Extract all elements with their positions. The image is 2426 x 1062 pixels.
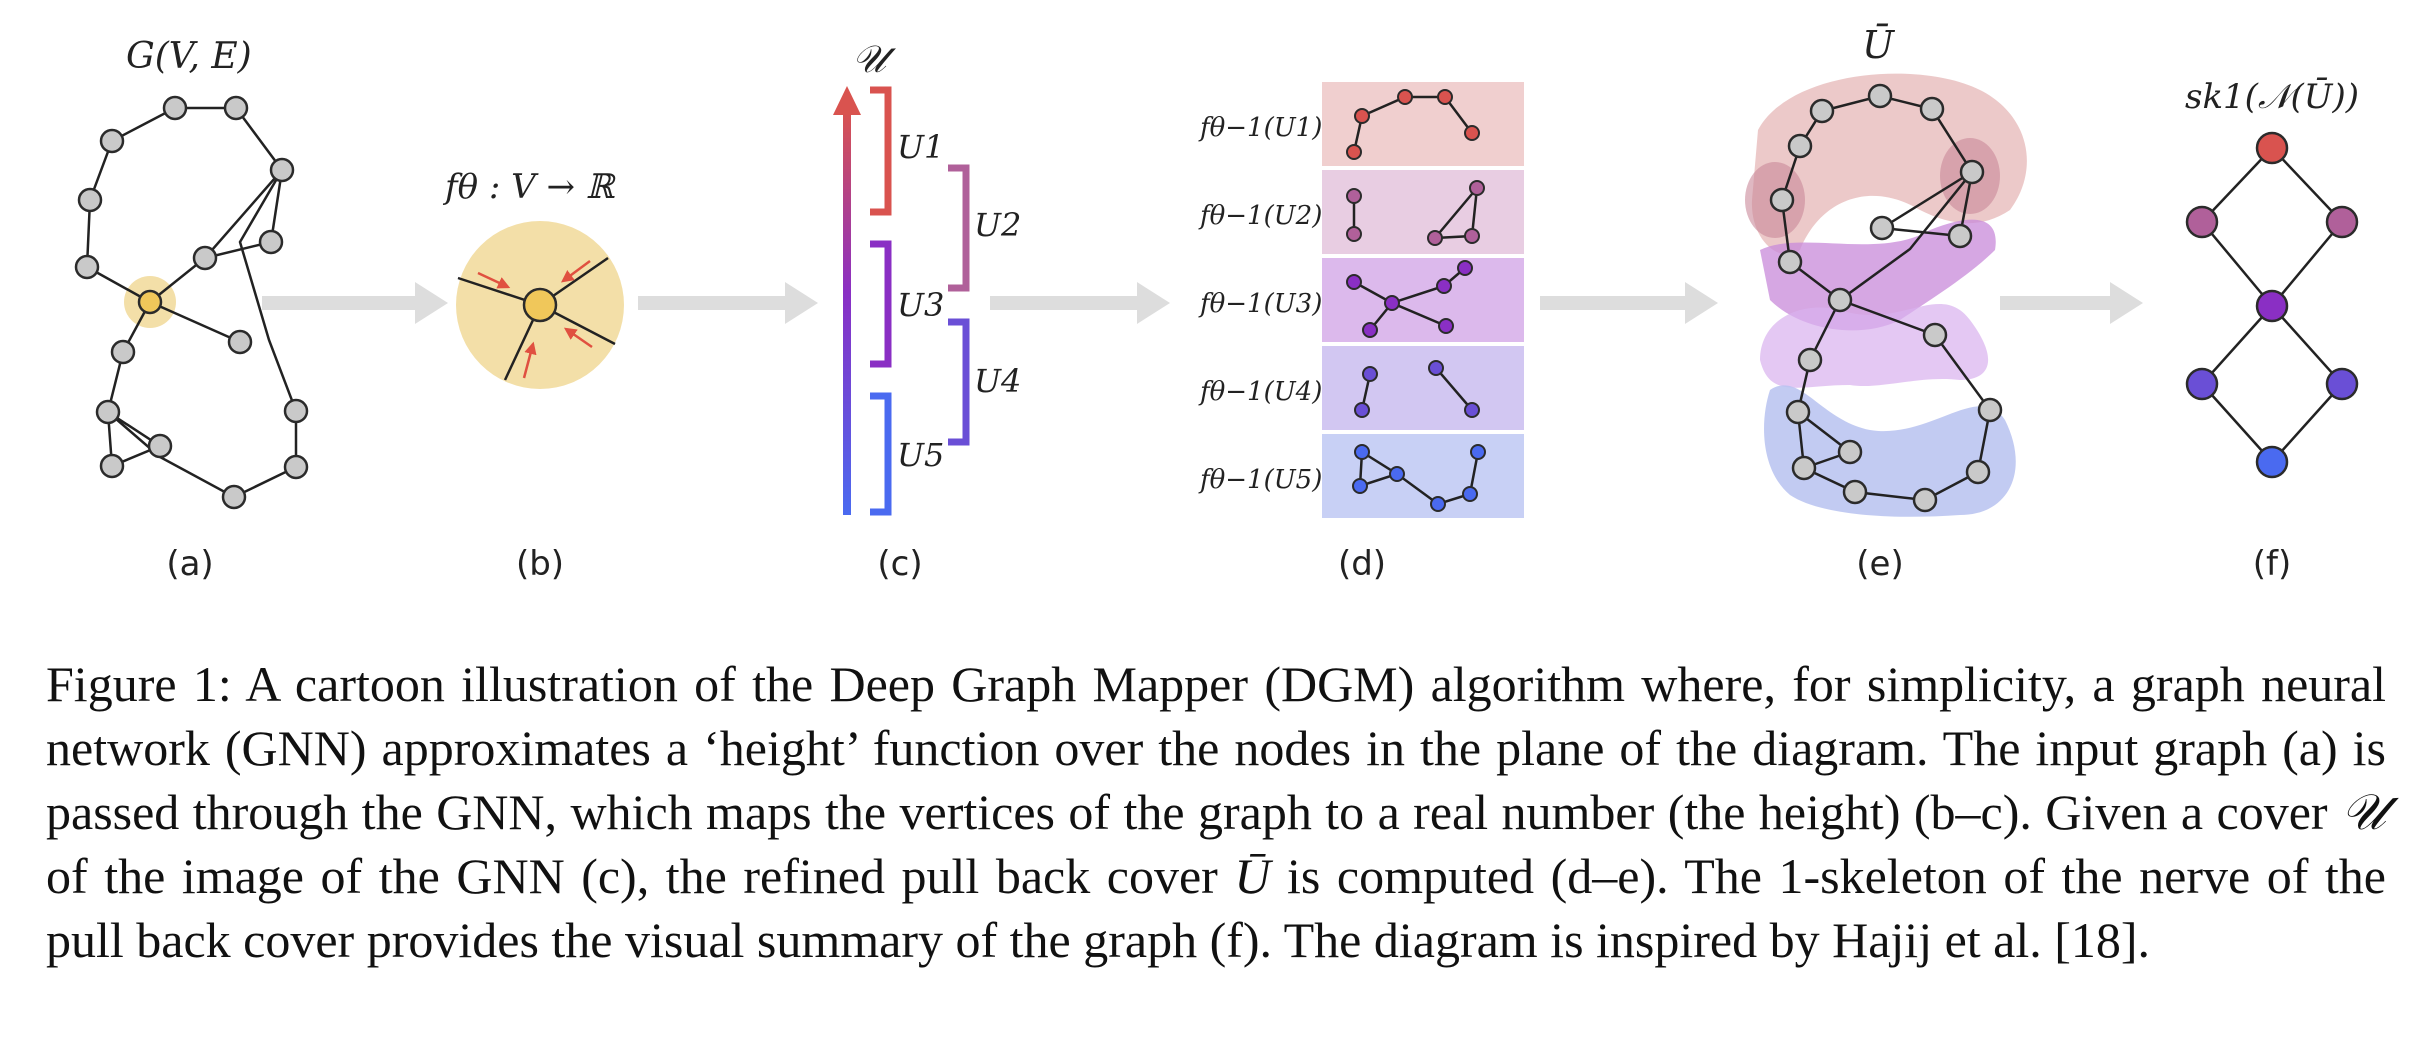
panel-c-cover: 𝒰 U1 U2 U3 U4 U5 (c) xyxy=(833,37,1021,584)
pullback-u5-label: fθ−1(U5) xyxy=(1198,465,1322,495)
graph-node xyxy=(1777,249,1803,275)
interval-u5-label: U5 xyxy=(897,436,944,474)
panel-a-title: G(V, E) xyxy=(126,36,252,77)
graph-node xyxy=(1922,322,1948,348)
graph-node xyxy=(74,254,100,280)
caption-part-2: of the image of the GNN (c), the refined… xyxy=(46,848,1235,904)
graph-node xyxy=(192,245,218,271)
gnn-center-node xyxy=(522,287,558,323)
graph-node xyxy=(95,399,121,425)
graph-node xyxy=(1959,159,1985,185)
graph-node xyxy=(77,187,103,213)
graph-node xyxy=(110,339,136,365)
nerve-node-u1 xyxy=(2255,131,2289,165)
figure: G(V, E) (a xyxy=(74,23,2359,584)
graph-node xyxy=(283,454,309,480)
nerve-node-u2b xyxy=(2325,205,2359,239)
pullback-u4-box xyxy=(1322,346,1524,430)
interval-u4-label: U4 xyxy=(974,362,1021,400)
interval-u2-label: U2 xyxy=(974,206,1021,244)
nerve-node-u4b xyxy=(2325,367,2359,401)
graph-node xyxy=(1791,455,1817,481)
graph-node xyxy=(1809,98,1835,124)
panel-c-label: (c) xyxy=(877,544,922,584)
caption-part-1: Figure 1: A cartoon illustration of the … xyxy=(46,656,2386,840)
graph-e-nodes xyxy=(1769,83,2003,513)
interval-u1-bracket xyxy=(870,86,892,216)
graph-node xyxy=(1769,187,1795,213)
panel-a-graph: G(V, E) (a xyxy=(74,36,309,584)
graph-node xyxy=(1869,215,1895,241)
graph-node xyxy=(147,433,173,459)
graph-node xyxy=(269,157,295,183)
graph-node xyxy=(258,229,284,255)
graph-node xyxy=(1912,487,1938,513)
nerve-node-u2a xyxy=(2185,205,2219,239)
graph-node xyxy=(1977,397,2003,423)
graph-node xyxy=(1787,133,1813,159)
pullback-u4-label: fθ−1(U4) xyxy=(1198,377,1322,407)
cover-set-purple xyxy=(1760,219,1996,331)
caption-part-3: is computed (d–e). The 1-skeleton of the… xyxy=(46,848,2387,968)
graph-node xyxy=(1837,439,1863,465)
interval-u4-bracket xyxy=(948,318,970,446)
caption-cover-symbol: 𝒰 xyxy=(2341,784,2386,840)
graph-node xyxy=(223,95,249,121)
flow-arrow xyxy=(1540,282,1718,324)
flow-arrow xyxy=(262,282,448,324)
graph-node xyxy=(1785,399,1811,425)
interval-u2-bracket xyxy=(948,164,970,292)
graph-node xyxy=(1919,96,1945,122)
highlighted-node xyxy=(137,289,163,315)
panel-d-pullback: fθ−1(U1) fθ−1(U2) fθ−1(U3) fθ−1(U4) fθ−1… xyxy=(1198,82,1524,584)
graph-node xyxy=(1842,479,1868,505)
nerve-node-u3 xyxy=(2255,289,2289,323)
pullback-u1-label: fθ−1(U1) xyxy=(1198,113,1322,143)
graph-node xyxy=(1827,287,1853,313)
figure-caption: Figure 1: A cartoon illustration of the … xyxy=(46,652,2386,972)
panel-b-gnn: fθ : V → ℝ (b) xyxy=(442,167,624,584)
graph-node xyxy=(1867,83,1893,109)
panel-d-label: (d) xyxy=(1338,544,1386,584)
pullback-u3-label: fθ−1(U3) xyxy=(1198,289,1322,319)
panel-e-refined-cover: Ū xyxy=(1745,23,2027,584)
graph-node xyxy=(162,95,188,121)
panel-b-title: fθ : V → ℝ xyxy=(442,167,617,207)
diagram-canvas: G(V, E) (a xyxy=(74,23,2359,584)
graph-node xyxy=(1965,459,1991,485)
flow-arrow xyxy=(638,282,818,324)
caption-refined-cover-symbol: Ū xyxy=(1234,848,1271,904)
cover-set-violet xyxy=(1760,303,1989,388)
graph-node xyxy=(99,453,125,479)
flow-arrow xyxy=(2000,282,2143,324)
nerve-node-u5 xyxy=(2255,445,2289,479)
panel-e-title: Ū xyxy=(1862,23,1896,67)
graph-node xyxy=(1797,347,1823,373)
interval-u3-bracket xyxy=(870,240,892,368)
interval-u5-bracket xyxy=(870,392,892,516)
panel-b-label: (b) xyxy=(516,544,564,584)
graph-node xyxy=(1947,223,1973,249)
panel-a-label: (a) xyxy=(166,544,213,584)
panel-f-label: (f) xyxy=(2253,544,2292,584)
graph-node xyxy=(221,484,247,510)
pullback-u5-box xyxy=(1322,434,1524,518)
interval-u3-label: U3 xyxy=(897,286,944,324)
nerve-node-u4a xyxy=(2185,367,2219,401)
graph-a-nodes xyxy=(74,95,309,510)
panel-f-title: sk1(𝒩(Ū)) xyxy=(2185,77,2359,117)
panel-e-label: (e) xyxy=(1856,544,1903,584)
graph-node xyxy=(283,398,309,424)
panel-c-title: 𝒰 xyxy=(852,37,896,81)
height-axis xyxy=(843,110,851,515)
pullback-u3-box xyxy=(1322,258,1524,342)
graph-node xyxy=(99,128,125,154)
height-axis-arrowhead xyxy=(833,86,861,115)
interval-u1-label: U1 xyxy=(897,128,944,166)
graph-node xyxy=(227,329,253,355)
panel-f-nerve: sk1(𝒩(Ū)) (f) xyxy=(2185,77,2359,584)
pullback-u2-label: fθ−1(U2) xyxy=(1198,201,1322,231)
flow-arrow xyxy=(990,282,1170,324)
